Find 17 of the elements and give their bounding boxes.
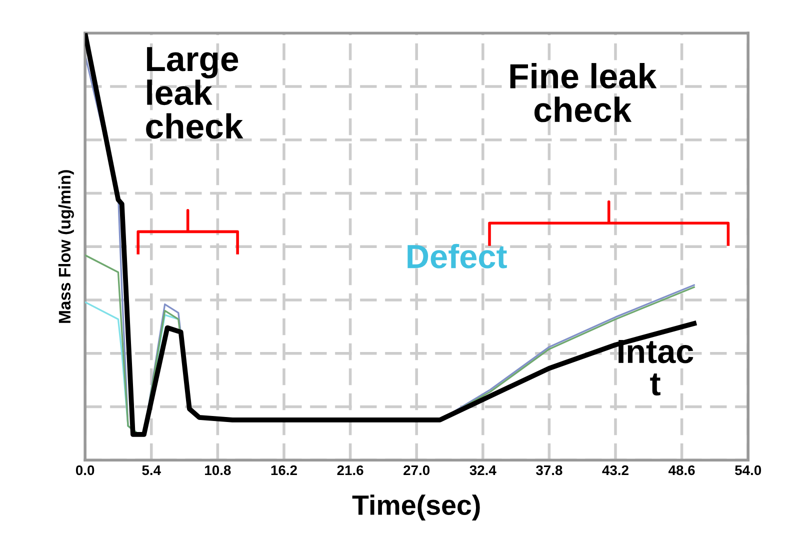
annotation: Defect bbox=[408, 244, 507, 268]
x-tick-label: 32.4 bbox=[470, 465, 496, 476]
x-tick-label: 27.0 bbox=[404, 465, 430, 476]
x-tick-label: 16.2 bbox=[271, 465, 297, 476]
x-tick-label: 21.6 bbox=[337, 465, 364, 476]
annotation: Large leak check bbox=[146, 47, 244, 139]
x-tick-label: 43.2 bbox=[602, 465, 628, 476]
x-tick-label: 48.6 bbox=[668, 465, 695, 476]
x-tick-label: 0.0 bbox=[76, 465, 94, 476]
x-tick-label: 5.4 bbox=[142, 465, 161, 476]
annotation: Intac t bbox=[618, 340, 694, 396]
x-tick-label: 10.8 bbox=[205, 465, 231, 476]
annotation: Fine leak check bbox=[510, 63, 657, 122]
y-axis-title: Mass Flow (ug/min) bbox=[58, 170, 74, 323]
x-tick-label: 37.8 bbox=[536, 465, 562, 476]
x-axis-title: Time(sec) bbox=[352, 494, 480, 520]
x-tick-label: 54.0 bbox=[735, 465, 762, 476]
